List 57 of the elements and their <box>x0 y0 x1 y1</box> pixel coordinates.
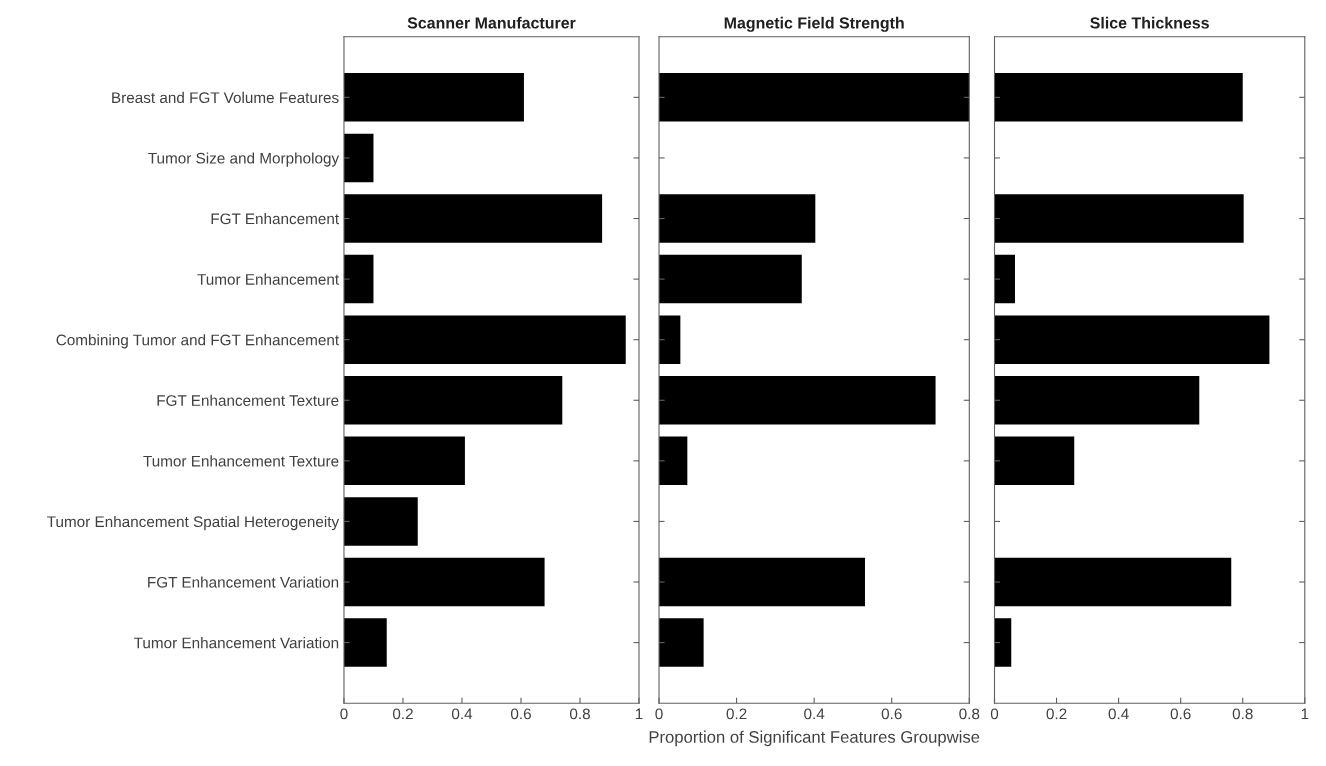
bar <box>994 73 1243 122</box>
x-tick-label: 1 <box>635 708 643 720</box>
bar <box>994 436 1075 486</box>
x-tick-label: 0.6 <box>510 708 531 720</box>
bar <box>659 194 816 243</box>
x-tick-label: 0.8 <box>959 708 980 720</box>
y-tick-label: Breast and FGT Volume Features <box>112 91 339 104</box>
bar <box>343 73 524 122</box>
chart-title: Slice Thickness <box>1090 16 1209 29</box>
bar <box>343 618 387 667</box>
bar <box>343 315 626 364</box>
x-tick-label: 0.6 <box>1170 708 1191 720</box>
bar <box>994 376 1200 425</box>
x-tick-label: 0 <box>340 708 348 720</box>
chart-title: Magnetic Field Strength <box>724 16 904 32</box>
y-tick-label: Combining Tumor and FGT Enhancement <box>56 334 340 349</box>
y-tick-label: Tumor Enhancement <box>197 273 339 285</box>
bar <box>659 73 970 122</box>
y-tick-label: Tumor Enhancement Texture <box>143 455 339 467</box>
bar <box>343 497 418 546</box>
bar <box>659 557 865 607</box>
y-tick-label: FGT Enhancement <box>211 212 339 225</box>
bar <box>343 436 465 486</box>
bar <box>994 254 1015 304</box>
x-tick-label: 0.4 <box>451 708 473 720</box>
x-axis-title: Proportion of Significant Features Groupwise <box>649 730 980 747</box>
x-tick-label: 0.4 <box>1108 708 1129 720</box>
bar <box>343 376 563 425</box>
x-tick-label: 0 <box>990 708 999 720</box>
bar <box>659 376 936 425</box>
x-tick-label: 1 <box>1301 708 1309 720</box>
bar <box>659 436 688 486</box>
y-tick-label: Tumor Enhancement Spatial Heterogeneity <box>47 515 340 531</box>
chart-title: Scanner Manufacturer <box>407 16 576 29</box>
y-tick-label: FGT Enhancement Variation <box>148 576 339 588</box>
x-tick-label: 0.6 <box>881 708 902 720</box>
x-tick-label: 0.2 <box>392 708 413 720</box>
bar <box>994 194 1244 243</box>
x-tick-label: 0.4 <box>804 708 825 720</box>
bar <box>343 557 545 607</box>
x-tick-label: 0.2 <box>726 708 747 720</box>
x-tick-label: 0.8 <box>1232 708 1253 720</box>
bar <box>659 254 802 304</box>
bar <box>343 194 603 243</box>
bar <box>659 315 681 364</box>
x-tick-label: 0 <box>655 708 663 720</box>
x-tick-label: 0.2 <box>1046 708 1067 720</box>
x-tick-label: 0.8 <box>569 708 590 720</box>
bar <box>994 618 1012 667</box>
bar <box>343 133 374 183</box>
y-tick-label: Tumor Enhancement Variation <box>133 637 339 649</box>
y-tick-label: Tumor Size and Morphology <box>148 152 340 167</box>
bar <box>343 254 374 304</box>
bar <box>659 618 704 667</box>
bar <box>994 557 1232 607</box>
bar <box>994 315 1270 364</box>
y-tick-label: FGT Enhancement Texture <box>157 394 339 406</box>
